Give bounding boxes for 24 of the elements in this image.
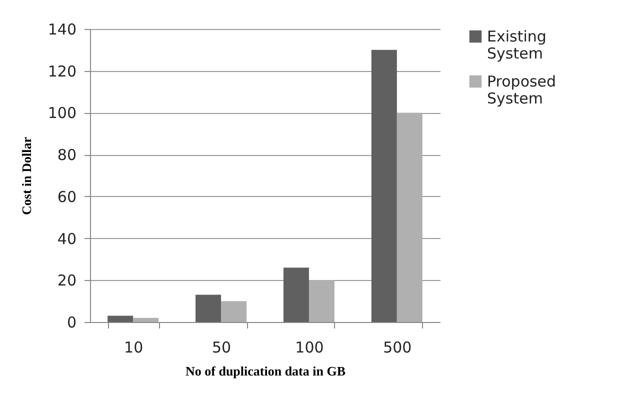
bar [108, 316, 134, 322]
y-tick-label: 60 [57, 188, 76, 206]
y-tick-label: 40 [57, 230, 76, 248]
x-tick-label: 500 [383, 338, 412, 356]
x-tick-label: 10 [124, 338, 144, 356]
legend-label: Proposed System [487, 72, 556, 108]
y-axis-title: Cost in Dollar [18, 136, 34, 215]
y-tick-label: 80 [57, 146, 76, 164]
bar [196, 294, 222, 322]
y-tick-label: 20 [57, 272, 76, 290]
x-axis-title: No of duplication data in GB [185, 364, 346, 378]
legend-label: Existing System [487, 28, 546, 62]
bar [371, 50, 397, 322]
bar [283, 268, 309, 322]
bar [396, 112, 422, 322]
y-tick-label: 120 [48, 62, 76, 80]
bar [221, 301, 247, 322]
y-tick-label: 100 [48, 104, 76, 122]
bar [308, 280, 334, 322]
y-tick-label: 140 [48, 20, 76, 38]
x-tick-label: 100 [295, 338, 324, 356]
bar [133, 318, 159, 322]
y-tick-label: 0 [66, 314, 76, 332]
x-tick-label: 50 [212, 338, 232, 356]
